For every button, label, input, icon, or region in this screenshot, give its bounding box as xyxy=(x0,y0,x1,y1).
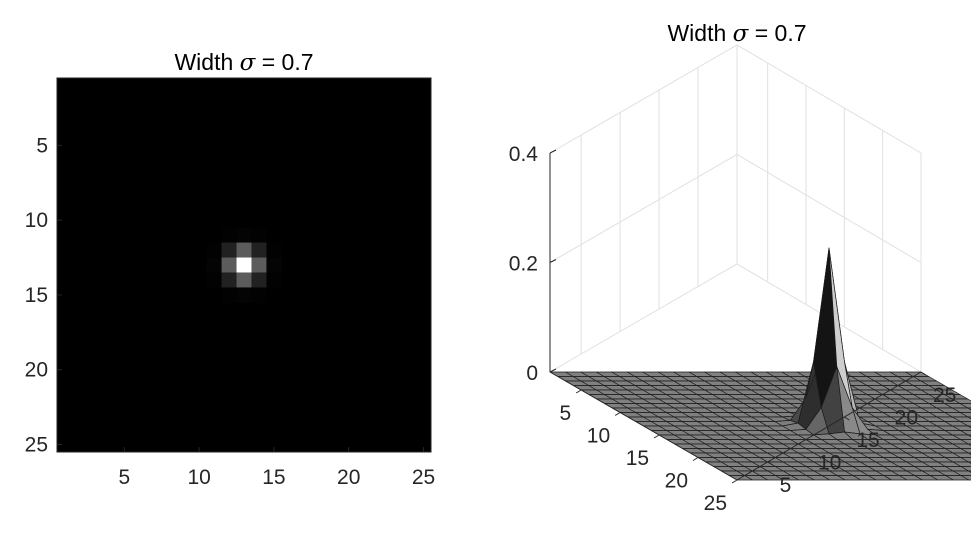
surface-face xyxy=(968,443,971,446)
heatmap-cells xyxy=(206,227,282,303)
surface-face xyxy=(952,470,971,476)
x-tick-mark xyxy=(920,371,927,376)
heatmap-cell xyxy=(251,242,267,258)
heatmap-axes-frame xyxy=(56,77,432,453)
surface-face xyxy=(967,407,971,411)
z-tick-mark xyxy=(549,259,557,263)
surface-face xyxy=(967,416,971,420)
y-tick-label: 10 xyxy=(25,209,48,232)
surface-face xyxy=(828,247,853,408)
surface-face xyxy=(952,443,971,449)
y-tick-mark xyxy=(653,434,660,439)
surface-face xyxy=(968,452,971,455)
x-tick-label: 5 xyxy=(118,466,130,489)
heatmap-cell xyxy=(236,287,252,303)
y-tick-mark xyxy=(614,412,621,416)
x-tick-mark xyxy=(767,461,773,466)
x-tick-mark xyxy=(844,416,850,421)
heatmap-cell xyxy=(221,227,237,243)
surface-face xyxy=(967,425,971,429)
x-tick-label: 10 xyxy=(187,466,210,489)
z-tick-label: 0.4 xyxy=(509,143,539,166)
surface-face xyxy=(952,425,971,431)
heatmap-cell xyxy=(206,242,222,258)
x-tick-label: 20 xyxy=(895,407,918,430)
heatmap-ticks: 5 10 15 20 25 5 10 15 20 25 xyxy=(25,134,436,489)
y-tick-label: 20 xyxy=(665,470,688,493)
surface-face xyxy=(960,475,971,481)
y-tick-label: 10 xyxy=(587,425,610,448)
y-axis-line xyxy=(549,371,738,481)
y-tick-label: 25 xyxy=(704,492,727,515)
surface-face xyxy=(967,434,971,437)
y-tick-label: 5 xyxy=(36,134,48,157)
heatmap-cell xyxy=(251,227,267,243)
heatmap-cell xyxy=(266,257,282,273)
x-tick-label: 25 xyxy=(412,466,435,489)
y-tick-label: 20 xyxy=(25,359,48,382)
y-tick-label: 15 xyxy=(25,284,48,307)
x-axis-line xyxy=(736,371,922,481)
surface-axes: 0 0.2 0.4 5 10 15 20 25 5 10 15 20 25 xyxy=(509,143,957,515)
heatmap-cell xyxy=(206,257,222,273)
surface-grid xyxy=(549,44,922,373)
z-tick-label: 0 xyxy=(526,362,538,385)
heatmap-cell xyxy=(236,257,252,273)
z-tick-mark xyxy=(549,149,557,154)
z-tick-mark xyxy=(549,368,557,373)
y-tick-mark xyxy=(692,457,699,461)
surface-face xyxy=(952,416,971,422)
heatmap-cell xyxy=(251,257,267,273)
x-tick-mark xyxy=(882,394,888,398)
heatmap-cell xyxy=(221,257,237,273)
heatmap-title: Width σ = 0.7 xyxy=(174,49,313,76)
surface-panel: Width σ = 0.7 0 0.2 0.4 5 10 15 20 25 5 10 15 20 25 xyxy=(509,20,971,515)
y-tick-label: 15 xyxy=(626,447,649,470)
heatmap-cell xyxy=(266,242,282,258)
x-tick-label: 20 xyxy=(337,466,360,489)
y-tick-mark xyxy=(731,479,738,484)
y-tick-mark xyxy=(575,389,582,394)
heatmap-cell xyxy=(251,287,267,303)
heatmap-panel: Width σ = 0.7 5 10 15 20 25 5 10 15 20 25 xyxy=(25,49,436,489)
heatmap-cell xyxy=(251,272,267,288)
heatmap-cell xyxy=(266,272,282,288)
x-tick-label: 15 xyxy=(262,466,285,489)
surface-face xyxy=(968,470,971,473)
surface-face xyxy=(952,452,971,458)
surface-face xyxy=(959,403,971,409)
y-tick-label: 5 xyxy=(559,402,571,425)
surface-face xyxy=(952,407,971,413)
surface-face xyxy=(960,448,971,454)
surface-face xyxy=(968,461,971,464)
surface-face xyxy=(952,461,971,467)
heatmap-cell xyxy=(236,227,252,243)
surface-face xyxy=(960,457,971,463)
surface-face xyxy=(952,434,971,440)
heatmap-cell xyxy=(236,272,252,288)
x-tick-label: 5 xyxy=(780,474,792,497)
x-tick-mark xyxy=(805,439,812,443)
heatmap-cell xyxy=(221,287,237,303)
x-tick-label: 15 xyxy=(856,429,879,452)
surface-face xyxy=(951,398,971,404)
surface-mesh xyxy=(549,247,971,481)
heatmap-cell xyxy=(206,272,222,288)
x-tick-label: 25 xyxy=(933,384,956,407)
heatmap-cell xyxy=(221,242,237,258)
z-tick-label: 0.2 xyxy=(509,253,538,276)
surface-face xyxy=(960,466,971,472)
x-tick-label: 10 xyxy=(818,452,841,475)
heatmap-cell xyxy=(236,242,252,258)
surface-title: Width σ = 0.7 xyxy=(667,20,806,47)
y-tick-label: 25 xyxy=(25,434,48,457)
heatmap-cell xyxy=(221,272,237,288)
